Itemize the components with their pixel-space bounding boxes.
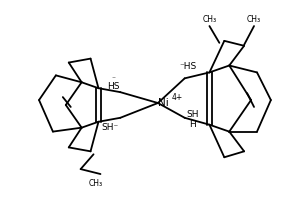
Text: H: H bbox=[189, 120, 196, 129]
Text: HS: HS bbox=[107, 82, 120, 91]
Text: ⁻HS: ⁻HS bbox=[179, 62, 196, 71]
Text: CH₃: CH₃ bbox=[247, 15, 261, 24]
Text: 4+: 4+ bbox=[172, 92, 183, 102]
Text: SH⁻: SH⁻ bbox=[102, 123, 119, 132]
Text: CH₃: CH₃ bbox=[202, 15, 217, 24]
Text: Ni: Ni bbox=[158, 98, 168, 108]
Text: ⁻: ⁻ bbox=[111, 74, 115, 83]
Text: SH: SH bbox=[186, 110, 199, 119]
Text: CH₃: CH₃ bbox=[88, 179, 103, 188]
